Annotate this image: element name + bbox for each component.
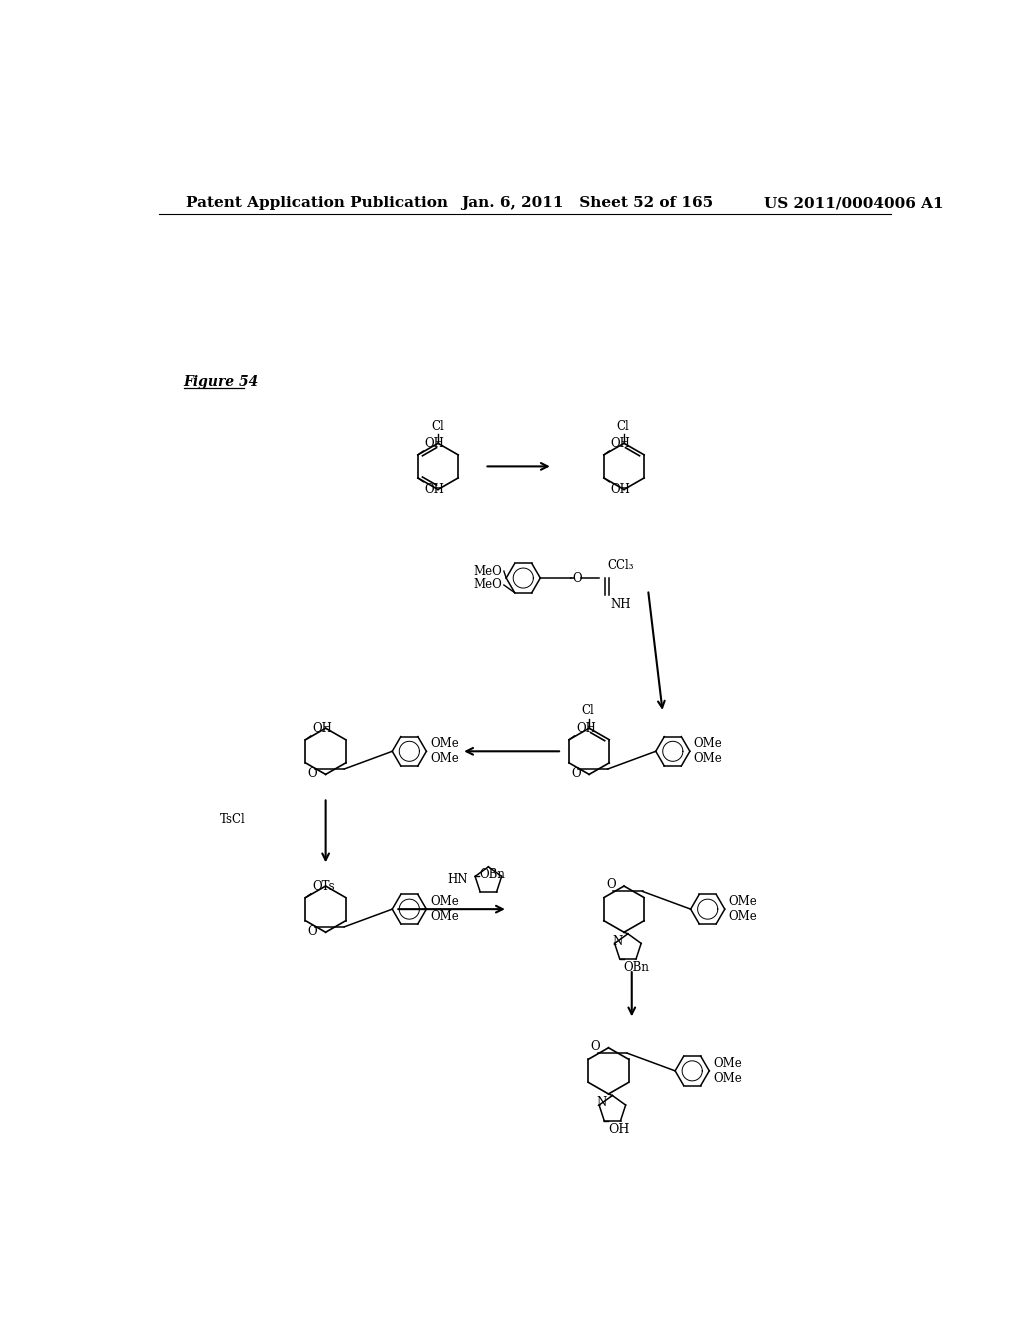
- Text: OMe: OMe: [693, 737, 723, 750]
- Text: O: O: [606, 878, 615, 891]
- Text: OH: OH: [611, 437, 631, 450]
- Text: TsCl: TsCl: [219, 813, 245, 825]
- Text: Patent Application Publication: Patent Application Publication: [186, 197, 449, 210]
- Text: MeO: MeO: [473, 578, 503, 591]
- Text: OH: OH: [608, 1123, 630, 1137]
- Text: CCl₃: CCl₃: [607, 558, 634, 572]
- Text: OMe: OMe: [693, 752, 723, 766]
- Text: OBn: OBn: [624, 961, 649, 974]
- Text: Cl: Cl: [616, 420, 629, 433]
- Text: OMe: OMe: [430, 752, 459, 766]
- Text: NH: NH: [610, 598, 631, 611]
- Text: OH: OH: [425, 437, 444, 450]
- Text: OH: OH: [312, 722, 333, 735]
- Text: N: N: [612, 935, 623, 948]
- Text: OMe: OMe: [713, 1056, 741, 1069]
- Text: O: O: [571, 767, 581, 780]
- Text: O: O: [308, 924, 317, 937]
- Text: O: O: [308, 767, 317, 780]
- Text: O: O: [591, 1040, 600, 1053]
- Text: OH: OH: [575, 722, 596, 735]
- Text: OTs: OTs: [312, 880, 335, 892]
- Text: HN: HN: [447, 873, 468, 886]
- Text: OBn: OBn: [479, 869, 505, 882]
- Text: OMe: OMe: [430, 911, 459, 924]
- Text: OMe: OMe: [729, 911, 758, 924]
- Text: OMe: OMe: [713, 1072, 741, 1085]
- Text: OMe: OMe: [430, 895, 459, 908]
- Text: Cl: Cl: [582, 705, 594, 718]
- Text: N: N: [597, 1096, 607, 1109]
- Text: US 2011/0004006 A1: US 2011/0004006 A1: [764, 197, 943, 210]
- Text: OH: OH: [425, 483, 444, 495]
- Text: Figure 54: Figure 54: [183, 375, 259, 388]
- Text: OMe: OMe: [430, 737, 459, 750]
- Text: MeO: MeO: [473, 565, 503, 578]
- Text: Jan. 6, 2011   Sheet 52 of 165: Jan. 6, 2011 Sheet 52 of 165: [461, 197, 714, 210]
- Text: O: O: [572, 572, 583, 585]
- Text: OMe: OMe: [729, 895, 758, 908]
- Text: Cl: Cl: [432, 420, 444, 433]
- Text: OH: OH: [611, 483, 631, 495]
